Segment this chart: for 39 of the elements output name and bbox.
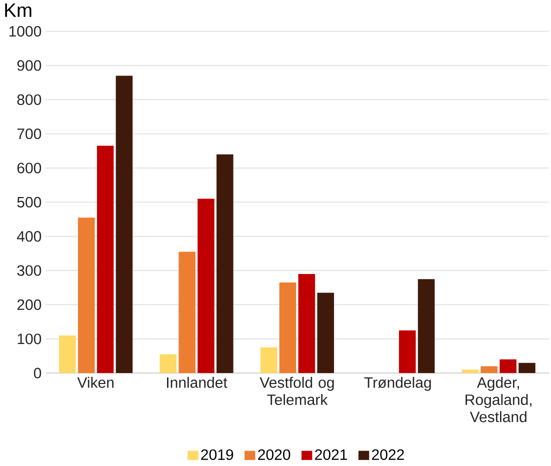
bar <box>518 362 536 374</box>
bar <box>78 218 95 374</box>
x-tick-label: Vestfold og Telemark <box>260 376 334 406</box>
y-tick-label: 100 <box>18 334 42 344</box>
x-tick-label: Viken <box>77 376 114 388</box>
bar <box>398 330 416 374</box>
bar <box>279 282 296 374</box>
y-tick-label: 500 <box>17 197 42 208</box>
y-tick-label: 200 <box>17 300 42 310</box>
bar <box>216 154 234 374</box>
x-tick-label: Trøndelag <box>364 376 431 391</box>
bar <box>198 198 214 374</box>
y-tick-label: 700 <box>17 128 42 140</box>
y-tick-label: 400 <box>16 231 42 242</box>
legend-label: 2021 <box>315 449 347 460</box>
bar <box>96 146 114 374</box>
bar <box>260 348 278 374</box>
bar <box>418 279 435 374</box>
x-tick-label: Innlandet <box>167 376 228 388</box>
bar <box>178 252 196 374</box>
legend-label: 2019 <box>201 449 234 460</box>
y-axis-title: Km <box>5 4 32 17</box>
y-tick-label: 1000 <box>9 26 42 37</box>
y-tick-label: 0 <box>34 368 42 379</box>
y-tick-label: 300 <box>17 265 42 276</box>
y-tick-label: 600 <box>17 162 42 174</box>
bar <box>462 370 479 374</box>
bar <box>160 354 177 374</box>
y-tick-label: 900 <box>17 60 42 71</box>
legend-label: 2022 <box>372 449 404 460</box>
y-tick-label: 800 <box>17 94 42 106</box>
bar <box>500 360 516 374</box>
legend-label: 2020 <box>258 449 290 460</box>
bar <box>59 336 76 374</box>
bar <box>317 292 334 374</box>
x-tick-label: Agder, Rogaland, Vestland <box>466 376 532 422</box>
bar <box>116 76 133 374</box>
bar <box>480 366 498 374</box>
bar <box>298 274 316 374</box>
